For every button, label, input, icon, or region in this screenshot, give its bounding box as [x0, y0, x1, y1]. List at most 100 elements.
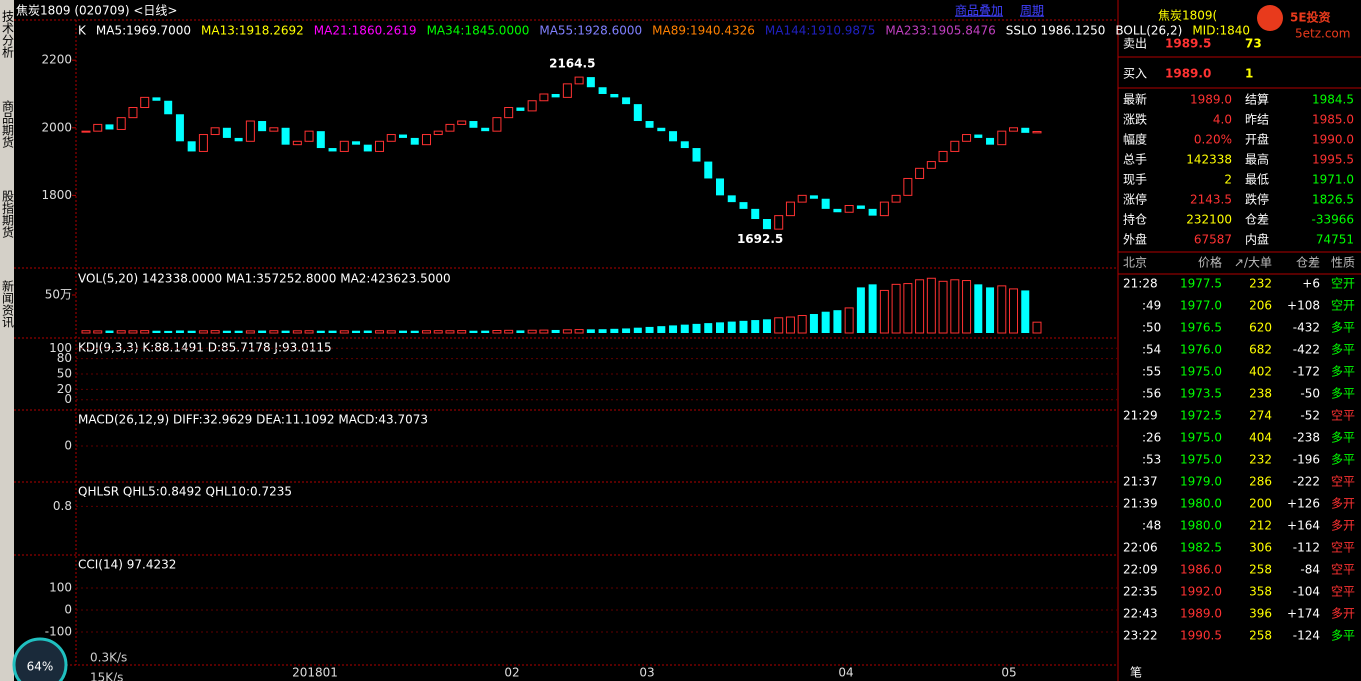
sidebar-tab[interactable]: 商品期货 — [1, 99, 15, 149]
y-tick-label: 100 — [49, 341, 72, 355]
candle — [210, 127, 220, 136]
quote-label: 涨跌 — [1123, 112, 1147, 127]
trade-oi-change: -52 — [1300, 409, 1320, 423]
volume-bar — [562, 329, 572, 334]
candle — [140, 96, 150, 109]
title-bar — [14, 0, 1118, 20]
order-volume: 73 — [1245, 37, 1262, 51]
volume-bar — [856, 287, 865, 333]
trade-volume: 682 — [1249, 343, 1272, 357]
volume-bar — [926, 277, 936, 334]
quote-value: 232100 — [1186, 213, 1232, 227]
candle — [598, 87, 607, 94]
trade-nature: 空开 — [1331, 299, 1355, 313]
quote-value: 2143.5 — [1190, 193, 1232, 207]
volume-bar — [516, 330, 525, 333]
trade-oi-change: -196 — [1293, 453, 1320, 467]
candle — [339, 140, 349, 152]
button[interactable]: 周期 — [1020, 4, 1044, 18]
trade-nature: 空平 — [1331, 475, 1355, 489]
volume-bar — [774, 317, 784, 334]
logo: 5E投资 — [1290, 10, 1331, 25]
footer-tab[interactable]: 笔 — [1130, 665, 1142, 680]
quote-value: 1995.5 — [1312, 153, 1354, 167]
trade-time: 22:06 — [1123, 541, 1158, 555]
order-volume: 1 — [1245, 67, 1253, 81]
volume-bar — [586, 329, 595, 333]
trade-time: 22:43 — [1123, 607, 1158, 621]
candle — [316, 131, 325, 149]
volume-bar — [352, 330, 361, 333]
trade-header: 性质 — [1331, 256, 1355, 270]
trade-nature: 多平 — [1331, 431, 1355, 445]
volume-bar — [539, 329, 549, 334]
trade-time: :50 — [1142, 321, 1161, 335]
volume-bar — [633, 327, 642, 333]
volume-bar — [986, 287, 995, 333]
y-tick-label: 0 — [64, 439, 72, 453]
volume-bar — [269, 330, 279, 334]
candle — [399, 134, 407, 138]
panel-label: KDJ(9,3,3) K:88.1491 D:85.7178 J:93.0115 — [78, 341, 332, 355]
trade-volume: 306 — [1249, 541, 1272, 555]
panel-label: CCI(14) 97.4232 — [78, 558, 176, 572]
trade-volume: 232 — [1249, 453, 1272, 467]
sidebar-tab[interactable]: 新闻资讯 — [1, 279, 15, 329]
candle — [433, 130, 443, 136]
button[interactable]: 商品叠加 — [955, 3, 1003, 18]
volume-bar — [386, 330, 396, 334]
candle — [551, 93, 560, 98]
quote-value: 67587 — [1194, 233, 1232, 247]
candle — [562, 83, 572, 98]
trade-volume: 232 — [1249, 277, 1272, 291]
indicator-value: BOLL(26,2) — [1115, 24, 1182, 38]
trade-nature: 空平 — [1331, 541, 1355, 555]
quote-label: 昨结 — [1245, 113, 1269, 127]
quote-value: 1984.5 — [1312, 93, 1354, 107]
y-tick-label: 0 — [64, 392, 72, 406]
order-label: 买入 — [1123, 67, 1147, 81]
candle — [363, 144, 372, 152]
trade-oi-change: -172 — [1293, 365, 1320, 379]
volume-bar — [716, 322, 724, 333]
volume-bar — [328, 330, 337, 333]
sidebar-tab[interactable]: 技术分析 — [1, 10, 15, 59]
volume-bar — [844, 307, 854, 334]
indicator-value: K — [78, 24, 87, 38]
volume-bar — [1032, 321, 1042, 334]
volume-bar — [527, 329, 537, 334]
logo-site: 5etz.com — [1295, 27, 1350, 41]
trade-volume: 274 — [1249, 409, 1272, 423]
candle — [821, 198, 830, 209]
candle — [704, 161, 713, 179]
trade-time: 21:29 — [1123, 409, 1158, 423]
trade-price: 1980.0 — [1180, 519, 1222, 533]
panel-label: MACD(26,12,9) DIFF:32.9629 DEA:11.1092 M… — [78, 413, 428, 427]
trade-time: 21:28 — [1123, 277, 1158, 291]
volume-bar — [410, 330, 419, 333]
trade-nature: 多平 — [1331, 387, 1355, 401]
candle — [93, 123, 103, 132]
candle — [1009, 127, 1019, 132]
volume-bar — [868, 284, 877, 333]
trade-time: :49 — [1142, 299, 1161, 313]
y-tick-label: 100 — [49, 581, 72, 595]
trade-volume: 358 — [1249, 585, 1272, 599]
volume-bar — [762, 319, 771, 333]
volume-bar — [739, 320, 748, 333]
candle — [997, 130, 1007, 146]
y-tick-label: 2000 — [41, 120, 72, 134]
sidebar-tab[interactable]: 股指期货 — [1, 190, 15, 239]
volume-bar — [339, 330, 349, 334]
volume-bar — [258, 330, 267, 333]
volume-bar — [903, 283, 913, 334]
panel-label: VOL(5,20) 142338.0000 MA1:357252.8000 MA… — [78, 272, 451, 286]
candle — [868, 208, 877, 216]
volume-bar — [727, 321, 736, 333]
trade-oi-change: -50 — [1300, 387, 1320, 401]
candle — [222, 127, 231, 138]
y-tick-label: -100 — [45, 625, 72, 639]
candle — [269, 127, 279, 132]
trade-price: 1989.0 — [1180, 607, 1222, 621]
candle — [304, 130, 314, 142]
